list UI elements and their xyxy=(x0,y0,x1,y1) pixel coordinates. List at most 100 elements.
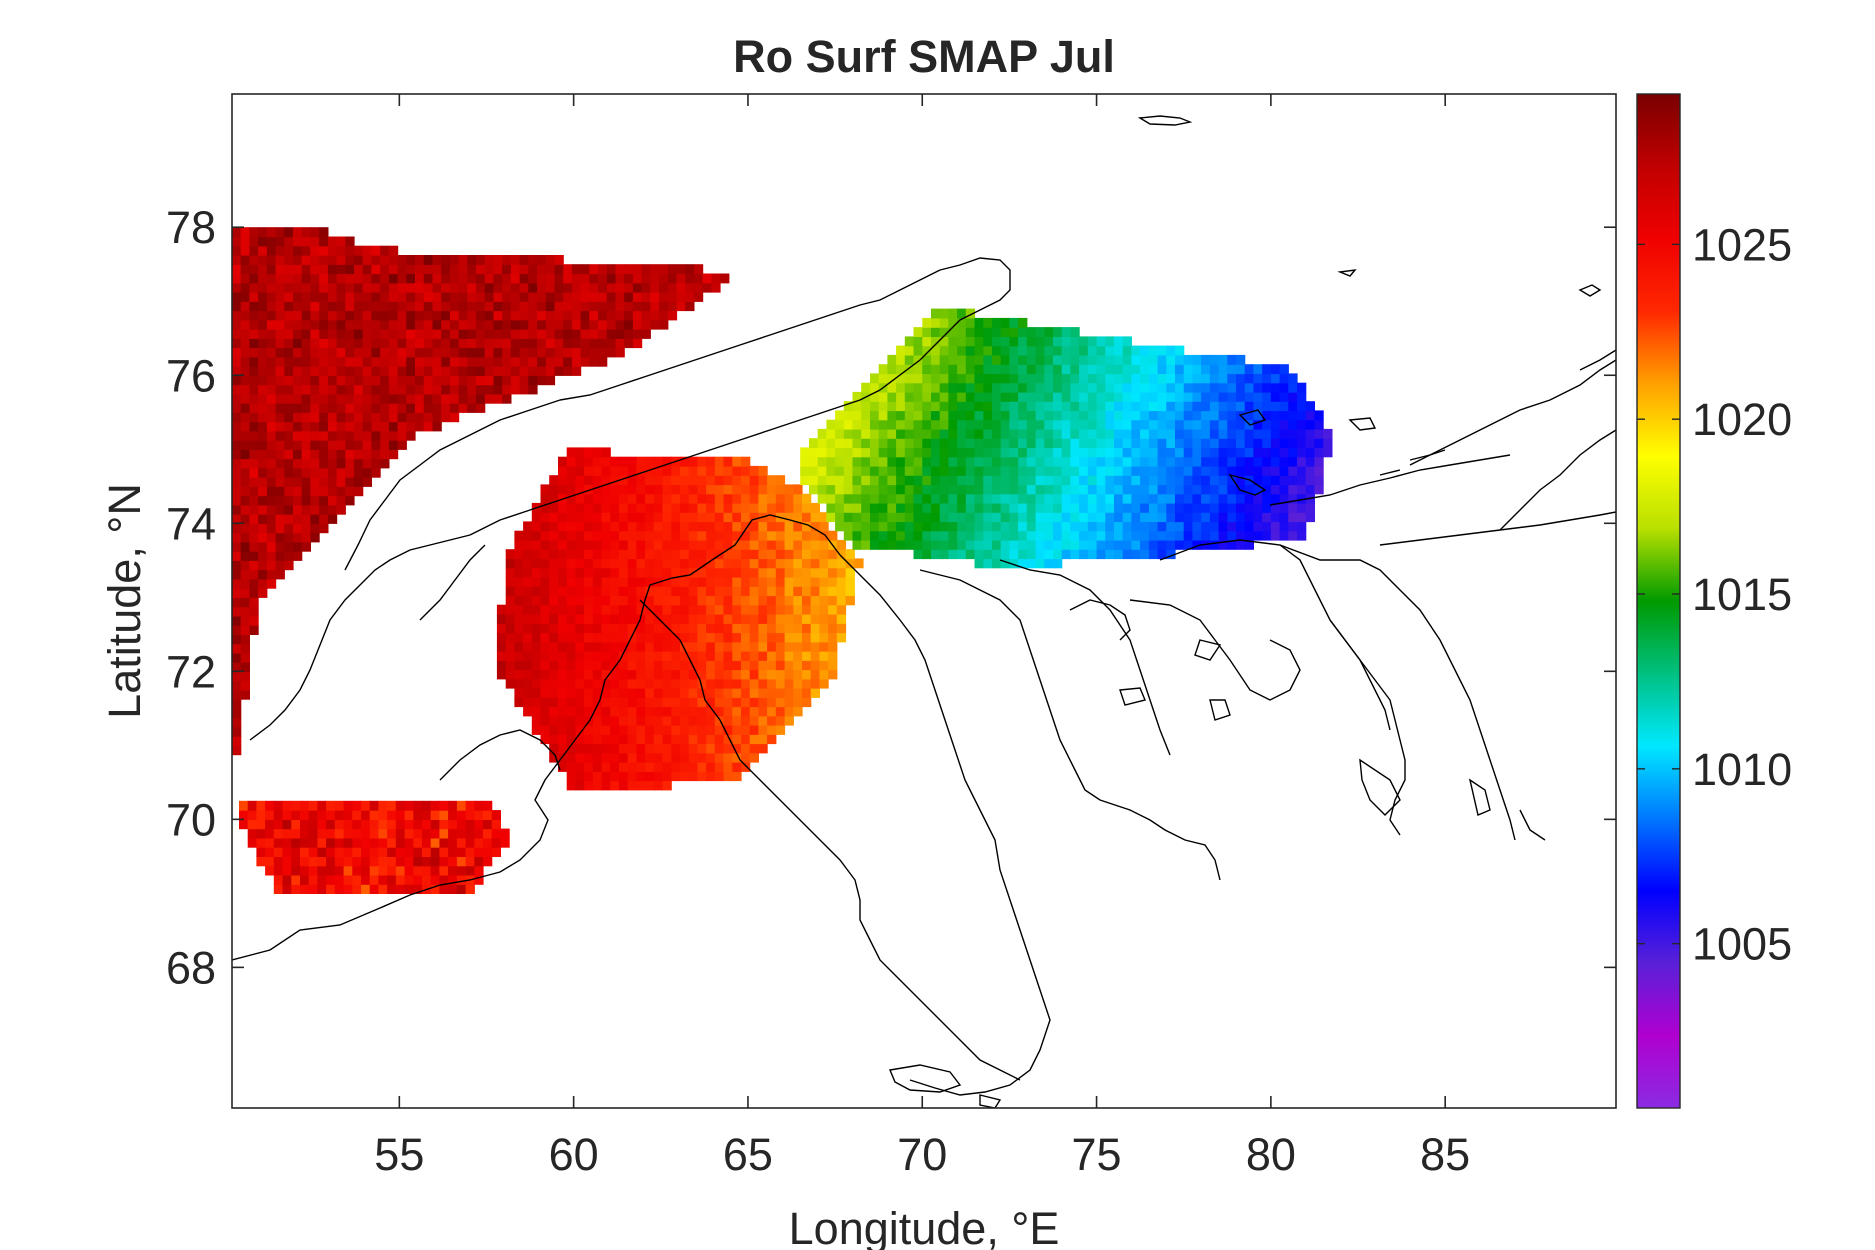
heatmap-cell xyxy=(922,373,932,384)
heatmap-cell xyxy=(965,308,976,319)
heatmap-cell xyxy=(688,651,698,661)
heatmap-cell xyxy=(819,669,829,680)
heatmap-cell xyxy=(992,354,1002,365)
heatmap-cell xyxy=(878,512,888,523)
heatmap-cell xyxy=(619,576,629,587)
heatmap-cell xyxy=(558,762,568,772)
heatmap-cell xyxy=(653,632,664,643)
heatmap-cell xyxy=(706,623,716,634)
heatmap-cell xyxy=(627,780,637,791)
heatmap-cell xyxy=(667,282,678,293)
heatmap-cell xyxy=(1070,382,1080,393)
heatmap-cell xyxy=(767,521,777,532)
heatmap-cell xyxy=(758,567,768,578)
y-axis-label: Latitude, °N xyxy=(99,483,150,719)
heatmap-cell xyxy=(406,366,416,376)
heatmap-cell xyxy=(904,345,915,356)
heatmap-cell xyxy=(371,255,381,265)
heatmap-cell xyxy=(1209,354,1220,365)
heatmap-cell xyxy=(1166,382,1176,393)
heatmap-cell xyxy=(580,301,590,312)
heatmap-cell xyxy=(852,447,862,458)
heatmap-cell xyxy=(601,706,611,717)
heatmap-cell xyxy=(1000,502,1010,513)
heatmap-cell xyxy=(327,467,338,478)
heatmap-cell xyxy=(523,669,533,680)
heatmap-cell xyxy=(362,282,372,293)
heatmap-cell xyxy=(1175,391,1185,402)
heatmap-cell xyxy=(680,614,690,624)
heatmap-cell xyxy=(992,438,1002,449)
heatmap-cell xyxy=(965,364,976,375)
heatmap-cell xyxy=(845,567,855,578)
heatmap-cell xyxy=(422,847,432,857)
heatmap-cell xyxy=(741,512,751,523)
heatmap-cell xyxy=(293,282,303,293)
heatmap-cell xyxy=(878,539,888,550)
heatmap-cell xyxy=(922,521,932,532)
heatmap-cell xyxy=(592,502,603,513)
heatmap-cell xyxy=(249,421,259,432)
heatmap-cell xyxy=(610,558,620,569)
heatmap-cell xyxy=(232,430,242,441)
heatmap-cell xyxy=(1192,539,1202,550)
heatmap-cell xyxy=(510,338,521,349)
heatmap-cell xyxy=(282,800,292,811)
heatmap-cell xyxy=(531,614,542,624)
heatmap-cell xyxy=(732,743,742,754)
heatmap-cell xyxy=(484,273,494,284)
heatmap-cell xyxy=(575,512,585,523)
heatmap-cell xyxy=(653,530,664,541)
heatmap-cell xyxy=(1175,382,1185,393)
heatmap-cell xyxy=(584,502,594,513)
heatmap-cell xyxy=(519,375,529,386)
heatmap-cell xyxy=(558,614,568,624)
heatmap-cell xyxy=(983,317,993,328)
heatmap-cell xyxy=(680,697,690,708)
heatmap-cell xyxy=(931,438,941,449)
heatmap-cell xyxy=(474,856,484,867)
heatmap-cell xyxy=(974,336,984,347)
heatmap-cell xyxy=(240,227,250,238)
heatmap-cell xyxy=(931,317,941,328)
heatmap-cell xyxy=(240,477,250,487)
heatmap-cell xyxy=(1157,530,1167,541)
heatmap-cell xyxy=(627,475,637,486)
heatmap-cell xyxy=(336,449,346,460)
heatmap-cell xyxy=(266,245,277,256)
heatmap-cell xyxy=(723,614,733,624)
heatmap-cell xyxy=(301,310,311,321)
heatmap-cell xyxy=(388,255,399,265)
heatmap-cell xyxy=(240,282,250,293)
heatmap-cell xyxy=(749,465,759,476)
heatmap-cell xyxy=(1105,438,1115,449)
heatmap-cell xyxy=(741,669,751,680)
heatmap-cell xyxy=(1218,419,1228,430)
heatmap-cell xyxy=(592,669,603,680)
heatmap-cell xyxy=(249,440,259,450)
heatmap-cell xyxy=(784,549,794,560)
heatmap-cell xyxy=(423,403,433,413)
heatmap-cell xyxy=(266,477,277,487)
heatmap-cell xyxy=(432,329,442,339)
heatmap-cell xyxy=(369,800,379,811)
heatmap-cell xyxy=(606,273,617,284)
heatmap-cell xyxy=(456,819,467,830)
heatmap-cell xyxy=(1087,382,1098,393)
heatmap-cell xyxy=(939,391,949,402)
heatmap-cell xyxy=(345,356,355,367)
heatmap-cell xyxy=(913,493,923,504)
heatmap-cell xyxy=(336,430,346,441)
heatmap-cell xyxy=(301,282,311,293)
heatmap-cell xyxy=(624,301,634,312)
heatmap-cell xyxy=(528,292,538,302)
heatmap-cell xyxy=(767,567,777,578)
heatmap-cell xyxy=(371,467,381,478)
heatmap-cell xyxy=(558,465,568,476)
heatmap-cell xyxy=(965,484,976,495)
heatmap-cell xyxy=(1201,530,1211,541)
heatmap-cell xyxy=(732,465,742,476)
heatmap-cell xyxy=(354,458,364,469)
heatmap-cell xyxy=(502,319,512,330)
heatmap-cell xyxy=(566,678,576,689)
